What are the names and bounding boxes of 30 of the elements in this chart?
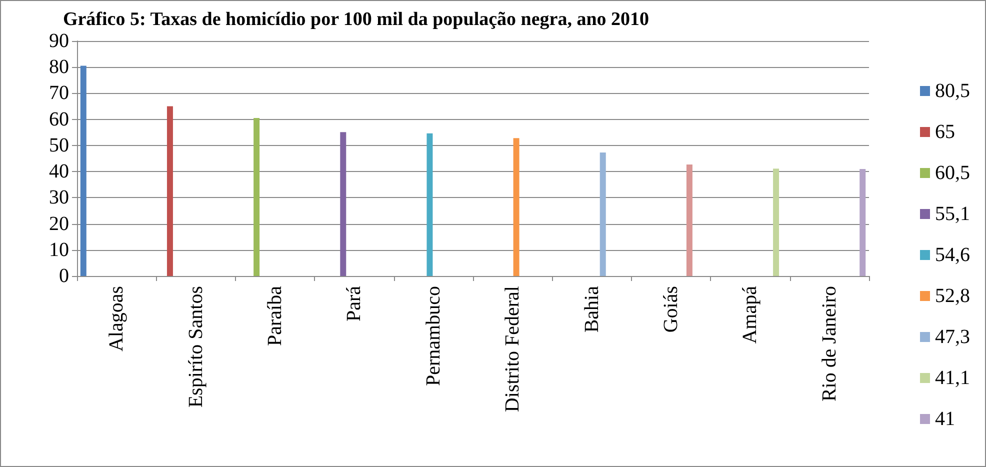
legend-label: 41,1 <box>935 367 970 389</box>
y-tick-label: 70 <box>49 82 69 104</box>
legend-label: 47,3 <box>935 326 970 348</box>
legend-label: 60,5 <box>935 162 970 184</box>
x-tick-label: Goiás <box>660 286 682 333</box>
y-tick-label: 80 <box>49 56 69 78</box>
legend-label: 65 <box>935 121 955 143</box>
x-tick-label: Distrito Federal <box>502 286 524 412</box>
legend-label: 55,1 <box>935 203 970 225</box>
legend-label: 80,5 <box>935 80 970 102</box>
x-tick-label: Rio de Janeiro <box>818 286 840 402</box>
legend-label: 54,6 <box>935 244 970 266</box>
y-tick-label: 30 <box>49 186 69 209</box>
x-tick-label: Alagoas <box>106 286 128 352</box>
y-tick-label: 60 <box>49 108 69 130</box>
x-tick-label: Bahia <box>580 286 603 333</box>
x-tick-label: Pernambuco <box>422 286 444 386</box>
legend-label: 52,8 <box>935 285 970 307</box>
y-tick-label: 50 <box>49 134 69 156</box>
y-tick-label: 20 <box>49 212 69 235</box>
y-tick-label: 90 <box>49 30 69 52</box>
x-tick-label: Pará <box>343 286 366 322</box>
y-tick-label: 10 <box>49 238 69 261</box>
x-tick-label: Paraíba <box>264 286 286 346</box>
y-tick-label: 40 <box>49 160 69 183</box>
x-tick-label: Espiríto Santos <box>184 286 207 408</box>
x-tick-label: Amapá <box>739 286 762 344</box>
legend-label: 41 <box>935 408 955 430</box>
y-tick-label: 0 <box>59 265 69 287</box>
chart-title: Gráfico 5: Taxas de homicídio por 100 mil da população negra, ano 2010 <box>62 9 650 30</box>
